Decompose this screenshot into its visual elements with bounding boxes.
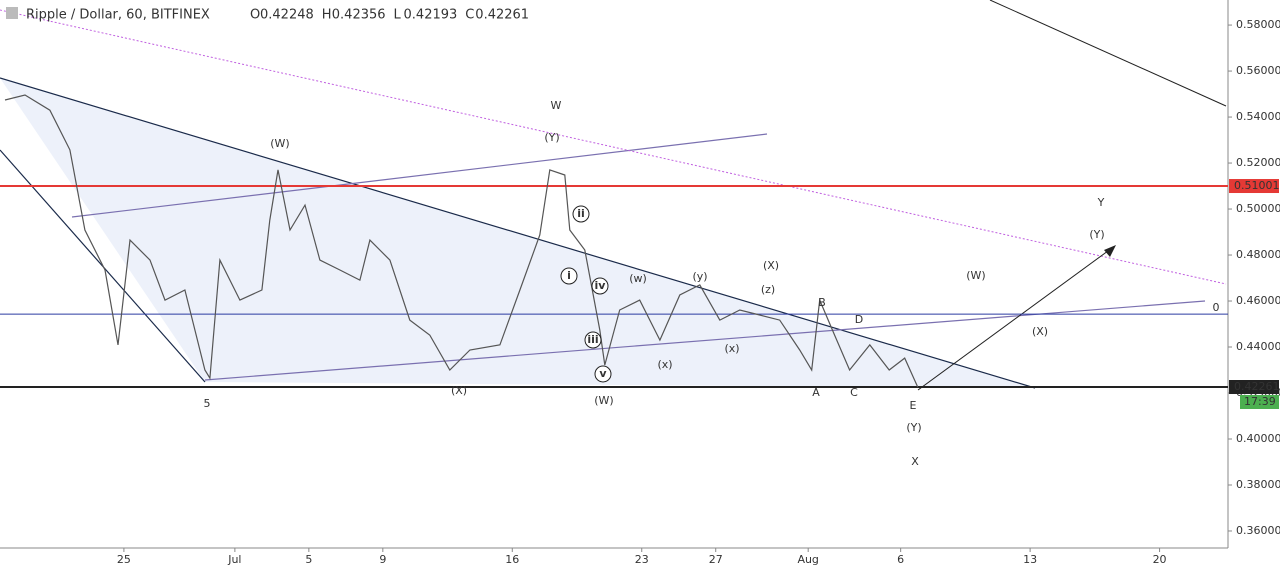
wave-label: (y): [692, 270, 707, 283]
x-tick-label: 16: [505, 553, 519, 566]
ohlc-value: 0.42261: [475, 8, 529, 23]
wave-label: (W): [270, 137, 289, 150]
wave-label: iv: [595, 279, 607, 292]
wave-label: iii: [587, 333, 598, 346]
arrow-head: [1104, 245, 1116, 257]
ohlc-value: 0.42356: [332, 8, 386, 23]
wave-label: B: [818, 296, 826, 309]
x-tick-label: Aug: [797, 553, 818, 566]
wave-label: W: [551, 99, 562, 112]
timer-label: 17:39: [1244, 395, 1276, 408]
x-tick-label: 25: [117, 553, 131, 566]
ohlc-value: 0.42248: [260, 8, 314, 23]
ohlc-value: 0.42193: [404, 8, 458, 23]
wave-label: (Y): [906, 421, 921, 434]
y-tick-label: 0.56000: [1236, 64, 1280, 77]
wave-label: i: [567, 269, 571, 282]
wave-label: (X): [451, 384, 467, 397]
wave-label: D: [855, 313, 863, 326]
y-tick-label: 0.54000: [1236, 110, 1280, 123]
wave-label: X: [911, 455, 919, 468]
wave-label: 0: [1213, 301, 1220, 314]
x-tick-label: 20: [1153, 553, 1167, 566]
price-line: [4, 94, 919, 388]
wave-label: 5: [204, 397, 211, 410]
chart-title: Ripple / Dollar, 60, BITFINEX: [26, 8, 210, 23]
price-label-bg: [1229, 380, 1279, 395]
x-tick-label: 9: [379, 553, 386, 566]
x-tick-label: 27: [709, 553, 723, 566]
symbol-icon[interactable]: [6, 7, 18, 19]
wave-label: A: [812, 386, 820, 399]
ohlc-label: O: [250, 8, 260, 23]
trend-line: [0, 77, 1036, 389]
y-tick-label: 0.52000: [1236, 156, 1280, 169]
timer-bg: [1240, 395, 1279, 410]
ohlc-label: C: [465, 8, 474, 23]
wave-label: Y: [1097, 196, 1105, 209]
wave-circle: [594, 365, 612, 383]
price-label-bg: [1229, 179, 1279, 194]
y-tick-label: 0.48000: [1236, 248, 1280, 261]
wave-label: (W): [966, 269, 985, 282]
y-tick-label: 0.38000: [1236, 478, 1280, 491]
wave-label: (X): [763, 259, 779, 272]
y-tick-label: 0.36000: [1236, 524, 1280, 537]
wave-circle: [591, 277, 609, 295]
wave-label: (W): [594, 394, 613, 407]
ohlc-label: H: [322, 8, 332, 23]
dotted-line: [0, 9, 1227, 285]
wave-label: (X): [1032, 325, 1048, 338]
wave-label: E: [910, 399, 917, 412]
projection-arrow: [917, 247, 1113, 391]
wave-label: (Y): [544, 131, 559, 144]
trend-line: [989, 0, 1227, 107]
x-tick-label: 5: [305, 553, 312, 566]
wave-label: v: [599, 367, 607, 380]
price-label: 0.51001: [1234, 179, 1280, 192]
x-tick-label: Jul: [227, 553, 241, 566]
wave-label: (Y): [1089, 228, 1104, 241]
wave-label: (x): [724, 342, 739, 355]
wave-label: (z): [761, 283, 775, 296]
wave-circle: [572, 205, 590, 223]
y-tick-label: 0.50000: [1236, 202, 1280, 215]
wave-label: (x): [657, 358, 672, 371]
ohlc-label: L: [394, 8, 402, 23]
wave-circle: [584, 331, 602, 349]
x-tick-label: 23: [635, 553, 649, 566]
price-label: 0.42261: [1234, 380, 1280, 393]
wave-label: (w): [629, 272, 647, 285]
wave-circle: [560, 267, 578, 285]
x-tick-label: 13: [1023, 553, 1037, 566]
y-tick-label: 0.44000: [1236, 340, 1280, 353]
x-tick-label: 6: [897, 553, 904, 566]
y-tick-label: 0.40000: [1236, 432, 1280, 445]
y-tick-label: 0.58000: [1236, 18, 1280, 31]
ohlc-legend: O 0.42248 H 0.42356 L 0.42193 C 0.42261: [250, 8, 529, 23]
wave-label: C: [850, 386, 858, 399]
y-tick-label: 0.46000: [1236, 294, 1280, 307]
channel-line: [71, 133, 768, 218]
wave-label: ii: [577, 207, 585, 220]
